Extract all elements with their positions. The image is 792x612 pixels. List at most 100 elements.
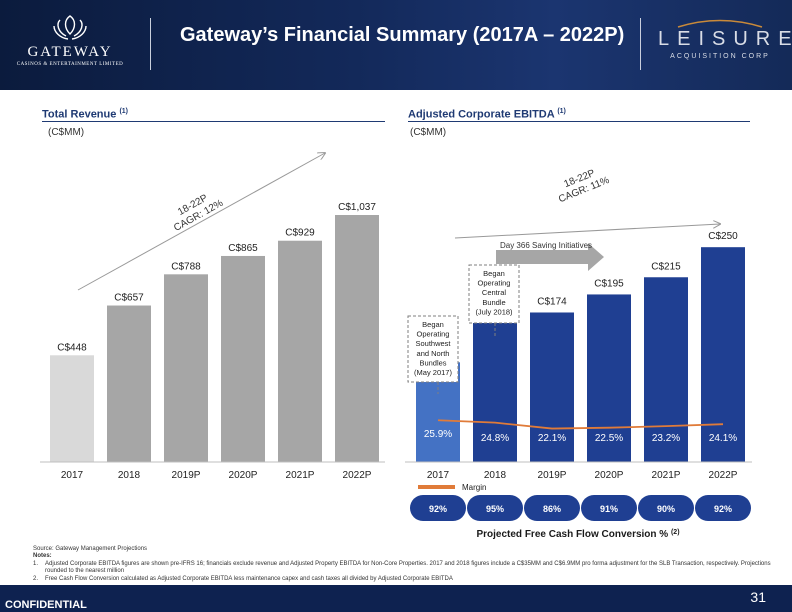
annotation-line: and North <box>417 349 450 358</box>
ebitda-title-text: Adjusted Corporate EBITDA <box>408 108 555 121</box>
ebitda-value-label: C$195 <box>594 278 624 289</box>
leisure-logo-sub: ACQUISITION CORP <box>670 53 770 60</box>
fcf-title-note: (2) <box>671 529 680 536</box>
footnote-text: Adjusted Corporate EBITDA figures are sh… <box>45 560 771 575</box>
ebitda-category-label: 2020P <box>595 470 624 481</box>
gateway-logo: GATEWAY CASINOS & ENTERTAINMENT LIMITED <box>10 12 130 78</box>
footer-bar: CONFIDENTIAL 31 <box>0 585 792 612</box>
revenue-title-note: (1) <box>119 108 128 115</box>
ebitda-value-label: C$174 <box>537 296 567 307</box>
annotation-line: (July 2018) <box>475 307 513 316</box>
confidential-label: CONFIDENTIAL <box>5 599 87 611</box>
fcf-conversion-pill <box>695 495 751 521</box>
ebitda-bar <box>644 277 688 462</box>
fcf-conversion-pill <box>410 495 466 521</box>
margin-value-label: 24.1% <box>709 433 737 444</box>
annotation-line: (May 2017) <box>414 368 452 377</box>
margin-value-label: 22.1% <box>538 433 566 444</box>
margin-line <box>437 419 724 430</box>
page-number: 31 <box>750 589 766 605</box>
revenue-title-rule <box>42 121 385 122</box>
revenue-category-label: 2019P <box>172 470 201 481</box>
footnote-item: 1. Adjusted Corporate EBITDA figures are… <box>33 561 773 576</box>
ebitda-category-label: 2017 <box>427 470 450 481</box>
annotation-line: Began <box>483 269 505 278</box>
annotation-line: Operating <box>417 330 450 339</box>
gateway-logo-name: GATEWAY <box>27 44 113 60</box>
ebitda-category-label: 2018 <box>484 470 507 481</box>
revenue-category-label: 2018 <box>118 470 141 481</box>
ebitda-cagr-arrow <box>454 224 720 239</box>
revenue-bar <box>50 355 94 462</box>
revenue-value-label: C$1,037 <box>338 202 376 213</box>
revenue-panel-title: Total Revenue (1) <box>42 108 128 121</box>
revenue-bar <box>335 215 379 462</box>
fcf-conversion-value: 92% <box>429 504 447 514</box>
margin-value-label: 25.9% <box>424 429 452 440</box>
revenue-category-label: 2017 <box>61 470 84 481</box>
fcf-title-text: Projected Free Cash Flow Conversion % <box>476 529 671 540</box>
ebitda-value-label: C$215 <box>651 261 681 272</box>
leisure-logo: LEISURE ACQUISITION CORP <box>658 18 792 60</box>
annotation-box <box>468 264 520 324</box>
ebitda-bar <box>587 294 631 462</box>
annotation-line: Operating <box>478 279 511 288</box>
revenue-value-label: C$448 <box>57 342 87 353</box>
ebitda-bar <box>701 247 745 462</box>
fcf-conversion-pill <box>638 495 694 521</box>
annotation-line: Began <box>422 320 444 329</box>
fcf-conversion-pill <box>467 495 523 521</box>
ebitda-unit: (C$MM) <box>410 127 447 138</box>
ebitda-bar <box>530 312 574 462</box>
revenue-bar <box>278 240 322 462</box>
gateway-logo-sub: CASINOS & ENTERTAINMENT LIMITED <box>16 62 124 67</box>
fcf-conversion-pill <box>581 495 637 521</box>
footnote-text: Free Cash Flow Conversion calculated as … <box>45 575 453 582</box>
revenue-value-label: C$929 <box>285 228 315 239</box>
revenue-cagr-label: 18-22PCAGR: 12% <box>166 187 225 234</box>
gateway-emblem-icon <box>53 15 87 40</box>
footnotes: Source: Gateway Management Projections N… <box>33 546 773 583</box>
annotation-line: Bundle <box>482 298 505 307</box>
revenue-category-label: 2021P <box>286 470 315 481</box>
ebitda-title-note: (1) <box>557 108 566 115</box>
footnote-item: 2. Free Cash Flow Conversion calculated … <box>33 576 773 583</box>
fcf-conversion-pill <box>524 495 580 521</box>
annotation-line: Central <box>482 288 507 297</box>
revenue-title-text: Total Revenue <box>42 108 117 121</box>
annotation-text: Began Operating Central Bundle (July 2018) <box>475 269 513 316</box>
margin-value-label: 23.2% <box>652 433 680 444</box>
initiative-arrow <box>496 243 604 271</box>
footnote-notes-label: Notes: <box>33 553 52 560</box>
revenue-category-label: 2020P <box>229 470 258 481</box>
leisure-logo-name: LEISURE <box>658 28 792 50</box>
ebitda-value-label: C$250 <box>708 231 738 242</box>
margin-legend-label: Margin <box>462 483 486 492</box>
ebitda-title-rule <box>408 121 750 122</box>
revenue-bar <box>107 305 151 462</box>
footnote-number: 1. <box>33 560 39 567</box>
ebitda-cagr-label: 18-22PCAGR: 11% <box>553 164 612 205</box>
initiative-label: Day 366 Saving Initiatives <box>500 241 592 250</box>
annotation-box <box>407 315 459 383</box>
annotation-text: Began Operating Southwest and North Bundles(… <box>414 320 452 377</box>
footnote-source: Source: Gateway Management Projections <box>33 546 148 552</box>
revenue-value-label: C$788 <box>171 261 201 272</box>
ebitda-bar <box>473 321 517 462</box>
revenue-value-label: C$865 <box>228 243 258 254</box>
revenue-unit: (C$MM) <box>48 127 85 138</box>
annotation-line: Bundles <box>419 358 446 367</box>
fcf-conversion-title: Projected Free Cash Flow Conversion % (2… <box>476 529 679 540</box>
fcf-conversion-value: 95% <box>486 504 504 514</box>
margin-value-label: 24.8% <box>481 433 509 444</box>
page-title: Gateway’s Financial Summary (2017A – 202… <box>180 24 625 46</box>
margin-value-label: 22.5% <box>595 433 623 444</box>
header-divider-left <box>150 18 151 70</box>
fcf-conversion-value: 91% <box>600 504 618 514</box>
header-divider-right <box>640 18 641 70</box>
revenue-value-label: C$657 <box>114 293 144 304</box>
fcf-conversion-value: 86% <box>543 504 561 514</box>
leisure-arc-icon <box>677 19 763 28</box>
ebitda-category-label: 2022P <box>709 470 738 481</box>
